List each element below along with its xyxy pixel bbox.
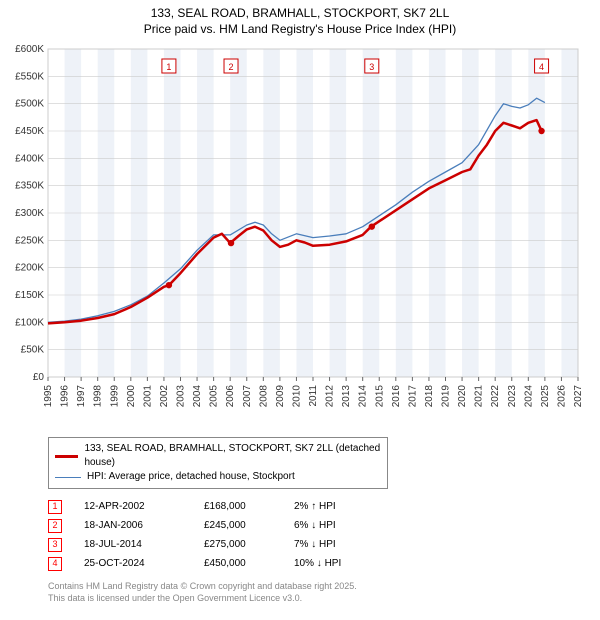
svg-text:2014: 2014 xyxy=(358,385,369,408)
svg-text:2019: 2019 xyxy=(441,385,452,408)
svg-text:£100K: £100K xyxy=(15,318,44,329)
svg-text:2023: 2023 xyxy=(507,385,518,408)
svg-text:1: 1 xyxy=(166,62,171,72)
svg-text:2008: 2008 xyxy=(258,385,269,408)
sale-hpi-diff: 7% ↓ HPI xyxy=(294,535,414,554)
svg-text:1999: 1999 xyxy=(109,385,120,408)
sale-marker-icon: 4 xyxy=(48,557,62,571)
svg-text:2011: 2011 xyxy=(308,385,319,407)
sales-row: 1 12-APR-2002£168,0002% ↑ HPI xyxy=(48,497,592,516)
sale-marker-icon: 3 xyxy=(48,538,62,552)
svg-text:£150K: £150K xyxy=(15,290,44,301)
svg-text:£200K: £200K xyxy=(15,263,44,274)
chart-title: 133, SEAL ROAD, BRAMHALL, STOCKPORT, SK7… xyxy=(8,6,592,37)
svg-text:£550K: £550K xyxy=(15,72,44,83)
svg-text:2026: 2026 xyxy=(556,385,567,408)
legend-swatch-blue xyxy=(55,477,81,478)
svg-text:2: 2 xyxy=(229,62,234,72)
sale-price: £168,000 xyxy=(204,497,294,516)
svg-text:£400K: £400K xyxy=(15,154,44,165)
svg-text:£250K: £250K xyxy=(15,236,44,247)
svg-text:£500K: £500K xyxy=(15,99,44,110)
chart-svg: £0 £50K £100K £150K £200K £250K £300K £350K £400… xyxy=(8,41,588,431)
svg-text:2010: 2010 xyxy=(291,385,302,408)
svg-text:2016: 2016 xyxy=(391,385,402,408)
svg-text:2004: 2004 xyxy=(192,385,203,408)
sale-marker-icon: 1 xyxy=(48,500,62,514)
svg-text:£350K: £350K xyxy=(15,181,44,192)
price-chart: £0 £50K £100K £150K £200K £250K £300K £350K £400… xyxy=(8,41,592,431)
svg-text:2012: 2012 xyxy=(325,385,336,408)
svg-text:2017: 2017 xyxy=(407,385,418,408)
sales-row: 4 25-OCT-2024£450,00010% ↓ HPI xyxy=(48,554,592,573)
legend-row-property: 133, SEAL ROAD, BRAMHALL, STOCKPORT, SK7… xyxy=(55,442,381,470)
svg-text:4: 4 xyxy=(539,62,544,72)
sale-hpi-diff: 2% ↑ HPI xyxy=(294,497,414,516)
svg-text:2022: 2022 xyxy=(490,385,501,408)
sale-date: 18-JAN-2006 xyxy=(84,516,204,535)
legend: 133, SEAL ROAD, BRAMHALL, STOCKPORT, SK7… xyxy=(48,437,388,489)
svg-text:£450K: £450K xyxy=(15,126,44,137)
svg-text:2005: 2005 xyxy=(209,385,220,408)
sale-price: £275,000 xyxy=(204,535,294,554)
svg-text:2024: 2024 xyxy=(523,385,534,408)
svg-text:2003: 2003 xyxy=(176,385,187,408)
sale-date: 18-JUL-2014 xyxy=(84,535,204,554)
svg-text:1995: 1995 xyxy=(43,385,54,408)
title-address: 133, SEAL ROAD, BRAMHALL, STOCKPORT, SK7… xyxy=(8,6,592,22)
title-subtitle: Price paid vs. HM Land Registry's House … xyxy=(8,22,592,38)
svg-text:1997: 1997 xyxy=(76,385,87,408)
svg-text:2015: 2015 xyxy=(374,385,385,408)
svg-text:£300K: £300K xyxy=(15,208,44,219)
sale-marker-icon: 2 xyxy=(48,519,62,533)
sales-row: 2 18-JAN-2006£245,0006% ↓ HPI xyxy=(48,516,592,535)
legend-row-hpi: HPI: Average price, detached house, Stoc… xyxy=(55,470,381,484)
svg-text:2006: 2006 xyxy=(225,385,236,408)
sale-hpi-diff: 6% ↓ HPI xyxy=(294,516,414,535)
legend-label-property: 133, SEAL ROAD, BRAMHALL, STOCKPORT, SK7… xyxy=(84,442,381,470)
svg-text:£0: £0 xyxy=(33,372,45,383)
svg-text:£600K: £600K xyxy=(15,44,44,55)
svg-text:2013: 2013 xyxy=(341,385,352,408)
svg-text:2027: 2027 xyxy=(573,385,584,408)
svg-text:2021: 2021 xyxy=(474,385,485,408)
svg-text:2001: 2001 xyxy=(142,385,153,408)
svg-text:£50K: £50K xyxy=(21,345,45,356)
sale-date: 12-APR-2002 xyxy=(84,497,204,516)
svg-text:2025: 2025 xyxy=(540,385,551,408)
svg-text:2018: 2018 xyxy=(424,385,435,408)
footer-line2: This data is licensed under the Open Gov… xyxy=(48,593,592,605)
sale-hpi-diff: 10% ↓ HPI xyxy=(294,554,414,573)
svg-text:2000: 2000 xyxy=(126,385,137,408)
footer-line1: Contains HM Land Registry data © Crown c… xyxy=(48,581,592,593)
svg-text:1998: 1998 xyxy=(93,385,104,408)
sale-date: 25-OCT-2024 xyxy=(84,554,204,573)
sales-row: 3 18-JUL-2014£275,0007% ↓ HPI xyxy=(48,535,592,554)
sale-price: £450,000 xyxy=(204,554,294,573)
svg-text:2020: 2020 xyxy=(457,385,468,408)
footer-attribution: Contains HM Land Registry data © Crown c… xyxy=(48,581,592,604)
svg-text:3: 3 xyxy=(369,62,374,72)
svg-text:1996: 1996 xyxy=(60,385,71,408)
svg-text:2002: 2002 xyxy=(159,385,170,408)
svg-text:2009: 2009 xyxy=(275,385,286,408)
sales-table: 1 12-APR-2002£168,0002% ↑ HPI 2 18-JAN-2006… xyxy=(48,497,592,573)
legend-label-hpi: HPI: Average price, detached house, Stoc… xyxy=(87,470,295,484)
legend-swatch-red xyxy=(55,455,78,458)
sale-price: £245,000 xyxy=(204,516,294,535)
svg-text:2007: 2007 xyxy=(242,385,253,408)
